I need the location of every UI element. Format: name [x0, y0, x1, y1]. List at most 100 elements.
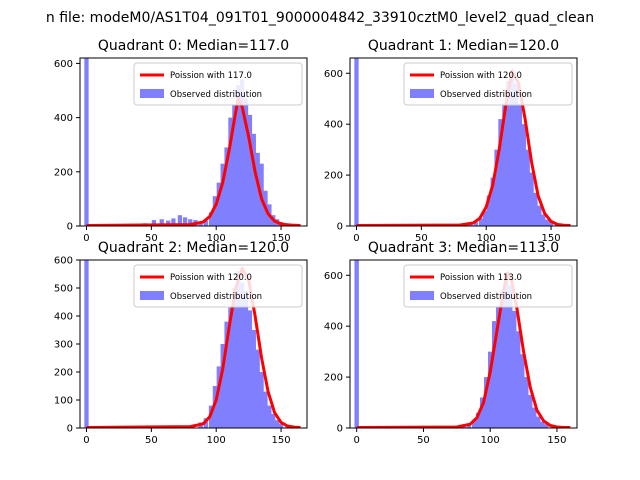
histogram-bar: [267, 405, 272, 428]
x-tick-label: 100: [207, 233, 226, 244]
histogram-bar: [263, 391, 268, 428]
histogram-bar: [255, 349, 260, 428]
x-tick-label: 150: [547, 435, 566, 446]
histogram-bar: [506, 80, 511, 226]
histogram-bar: [228, 307, 233, 428]
histogram-bar: [247, 310, 253, 428]
histogram-bar: [236, 85, 241, 226]
histogram-bar: [220, 344, 225, 428]
x-tick-label: 0: [83, 233, 89, 244]
plot-area: [84, 260, 301, 428]
histogram-bar: [502, 103, 507, 226]
histogram-bar: [533, 192, 538, 226]
histogram-bar: [529, 172, 534, 226]
histogram-bar: [182, 217, 188, 226]
histogram-bar: [537, 205, 542, 226]
histogram-bar: [151, 220, 157, 226]
x-tick-label: 100: [481, 435, 500, 446]
histogram-bar: [478, 218, 484, 226]
histogram-bar: [516, 331, 521, 428]
histogram-bar: [468, 223, 473, 226]
histogram-bar: [510, 73, 515, 226]
legend-line-label: Poission with 120.0: [170, 273, 252, 283]
histogram-bar: [224, 147, 229, 226]
histogram-bar: [532, 407, 537, 428]
y-tick-label: 400: [54, 312, 73, 323]
x-tick-label: 150: [272, 435, 291, 446]
histogram-bar: [224, 321, 229, 428]
histogram-bar: [475, 412, 481, 428]
histogram-bar: [228, 117, 233, 226]
legend: Poission with 113.0 Observed distribution: [403, 264, 573, 308]
subplot-title: Quadrant 3: Median=113.0: [368, 240, 559, 256]
x-tick-label: 150: [542, 233, 561, 244]
y-tick-label: 200: [54, 368, 73, 379]
legend: Poission with 120.0 Observed distribution: [403, 62, 573, 106]
x-tick-label: 100: [207, 435, 226, 446]
histogram-bar: [278, 423, 284, 428]
legend: Poission with 117.0 Observed distribution: [133, 62, 303, 106]
histogram-bar: [216, 182, 221, 226]
y-tick-label: 0: [67, 222, 73, 233]
histogram-bar: [259, 372, 264, 428]
legend-bar-swatch: [140, 89, 164, 98]
y-tick-label: 300: [54, 340, 73, 351]
legend-bar-label: Observed distribution: [170, 292, 262, 302]
histogram-bar: [188, 219, 193, 226]
histogram-bar: [504, 272, 509, 428]
histogram-bar: [232, 288, 237, 428]
subplot-1: 0 50 100 150 0 200 400 600 Quadrant 1: Median=12…: [324, 38, 578, 244]
subplot-0: 0 50 100 150 0 200 400 600 Quadrant 0: Median=11…: [54, 38, 308, 244]
histogram-bar: [498, 119, 503, 226]
histogram-bar: [84, 58, 89, 226]
histogram-bar: [471, 420, 477, 428]
histogram-bar: [500, 290, 505, 428]
histogram-bar: [466, 424, 472, 428]
x-tick-label: 100: [477, 233, 496, 244]
legend-box: [133, 62, 303, 106]
histogram-bar: [513, 83, 519, 226]
histogram-bar: [220, 163, 225, 226]
histogram-bar: [528, 394, 533, 428]
histogram-bar: [275, 420, 280, 428]
histogram-bar: [236, 271, 241, 428]
y-tick-label: 0: [67, 424, 73, 435]
legend-bar-label: Observed distribution: [440, 292, 532, 302]
legend-bar-swatch: [410, 291, 434, 300]
histogram-bar: [524, 377, 529, 428]
axes-frame: [349, 259, 578, 429]
y-tick-label: 500: [54, 284, 73, 295]
histogram-bar: [488, 351, 493, 428]
legend-line-label: Poission with 117.0: [170, 71, 252, 81]
histogram-bar: [203, 220, 208, 226]
histogram-bar: [243, 98, 249, 226]
histogram-bar: [171, 218, 176, 226]
histogram-bar: [508, 285, 513, 428]
histogram-bar: [240, 79, 245, 226]
histogram-bar: [166, 220, 171, 226]
y-tick-label: 0: [337, 222, 343, 233]
histogram-bar: [492, 321, 497, 428]
y-tick-label: 400: [54, 113, 73, 124]
y-tick-label: 400: [324, 120, 343, 131]
histogram-bar: [536, 416, 541, 428]
histogram-bar: [548, 222, 554, 226]
histogram-bar: [177, 215, 183, 226]
histogram-bar: [473, 222, 478, 226]
y-tick-label: 600: [54, 256, 73, 267]
subplot-title: Quadrant 1: Median=120.0: [368, 38, 559, 54]
subplot-2: 0 50 100 150 0 100 200 300 400 500 600 Quadrant 2: …: [54, 240, 308, 446]
y-tick-label: 600: [324, 271, 343, 282]
y-tick-label: 200: [324, 373, 343, 384]
histogram-bar: [212, 196, 218, 226]
histogram-bar: [232, 104, 237, 226]
histogram-bar: [240, 282, 245, 428]
histogram-bar: [271, 414, 276, 428]
x-tick-label: 0: [83, 435, 89, 446]
legend-line-label: Poission with 120.0: [440, 71, 522, 81]
histogram-bar: [208, 212, 214, 226]
legend-box: [403, 62, 573, 106]
figure-suptitle: n file: modeM0/AS1T04_091T01_9000004842_…: [46, 10, 594, 26]
legend-bar-swatch: [140, 291, 164, 300]
histogram-bar: [251, 133, 256, 226]
